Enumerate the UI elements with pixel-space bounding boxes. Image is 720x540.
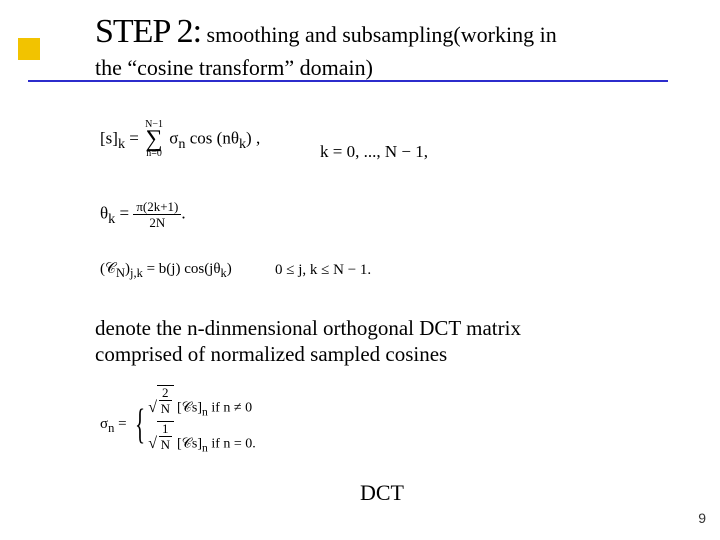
f1-sigma-sub: n (178, 136, 185, 152)
formula-1-range: k = 0, ..., N − 1, (320, 142, 428, 162)
formula-4: σn = { 2N [𝒞s]n if n ≠ 0 1N [𝒞s]n if n =… (100, 390, 256, 462)
f2-num: π(2k+1) (133, 200, 181, 215)
summation-symbol: N−1 ∑ n=0 (145, 120, 163, 159)
formula-3: (𝒞N)j,k = b(j) cos(jθk) (100, 260, 232, 281)
f1-cos-end: ) , (246, 129, 260, 148)
c2-num: 1 (159, 422, 172, 437)
dct-caption: denote the n-dinmensional orthogonal DCT… (95, 315, 635, 368)
case1-frac: 2N (159, 386, 172, 415)
c1-body: [𝒞s] (177, 401, 202, 416)
title-line-2: the “cosine transform” domain) (95, 54, 655, 83)
title-line-1: STEP 2: smoothing and subsampling(workin… (95, 10, 655, 54)
slide-title: STEP 2: smoothing and subsampling(workin… (95, 10, 655, 83)
title-underline (28, 80, 668, 82)
f1-lhs-sub: k (118, 136, 125, 152)
title-step: STEP 2: (95, 13, 201, 50)
formula-2: θk = π(2k+1) 2N . (100, 200, 186, 229)
formula-1: [s]k = N−1 ∑ n=0 σn cos (nθk) , (100, 120, 260, 159)
f3-eq: = b(j) cos(jθ (143, 261, 221, 277)
sqrt-icon-1: 2N (148, 393, 173, 423)
left-brace-icon: { (135, 413, 145, 438)
f2-eq: = (115, 203, 133, 222)
piecewise-cases: 2N [𝒞s]n if n ≠ 0 1N [𝒞s]n if n = 0. (148, 390, 256, 462)
f2-lhs: θ (100, 203, 108, 222)
f3-end: ) (227, 261, 232, 277)
accent-square (18, 38, 40, 60)
dct-label: DCT (360, 480, 404, 506)
formula-3-range: 0 ≤ j, k ≤ N − 1. (275, 262, 371, 279)
sum-lower: n=0 (145, 149, 163, 159)
caption-line-2: comprised of normalized sampled cosines (95, 341, 635, 367)
c2-cond: if n = 0. (208, 437, 256, 452)
caption-line-1: denote the n-dinmensional orthogonal DCT… (95, 315, 635, 341)
f2-den: 2N (133, 215, 181, 229)
f2-end: . (181, 203, 185, 222)
case-2: 1N [𝒞s]n if n = 0. (148, 426, 256, 462)
sqrt-icon-2: 1N (148, 429, 173, 459)
f1-cos-sub: k (239, 136, 246, 152)
f4-lhs-wrap: σn = (100, 416, 130, 432)
f3-sub1: N (116, 266, 125, 280)
page-number: 9 (698, 510, 706, 526)
f4-lhs: σ (100, 416, 108, 432)
f1-cos: cos (nθ (186, 129, 239, 148)
sigma-glyph: ∑ (145, 130, 163, 149)
title-rest: smoothing and subsampling(working in (207, 22, 557, 47)
f2-fraction: π(2k+1) 2N (133, 200, 181, 229)
c1-den: N (159, 401, 172, 415)
c1-num: 2 (159, 386, 172, 401)
f4-eq: = (114, 416, 130, 432)
f1-lhs: [s] (100, 129, 118, 148)
f1-eq: = (125, 129, 143, 148)
case2-frac: 1N (159, 422, 172, 451)
c2-body: [𝒞s] (177, 437, 202, 452)
f3-lhs: (𝒞 (100, 261, 116, 277)
c2-den: N (159, 437, 172, 451)
f3-sub2: j,k (130, 266, 143, 280)
c1-cond: if n ≠ 0 (208, 401, 252, 416)
